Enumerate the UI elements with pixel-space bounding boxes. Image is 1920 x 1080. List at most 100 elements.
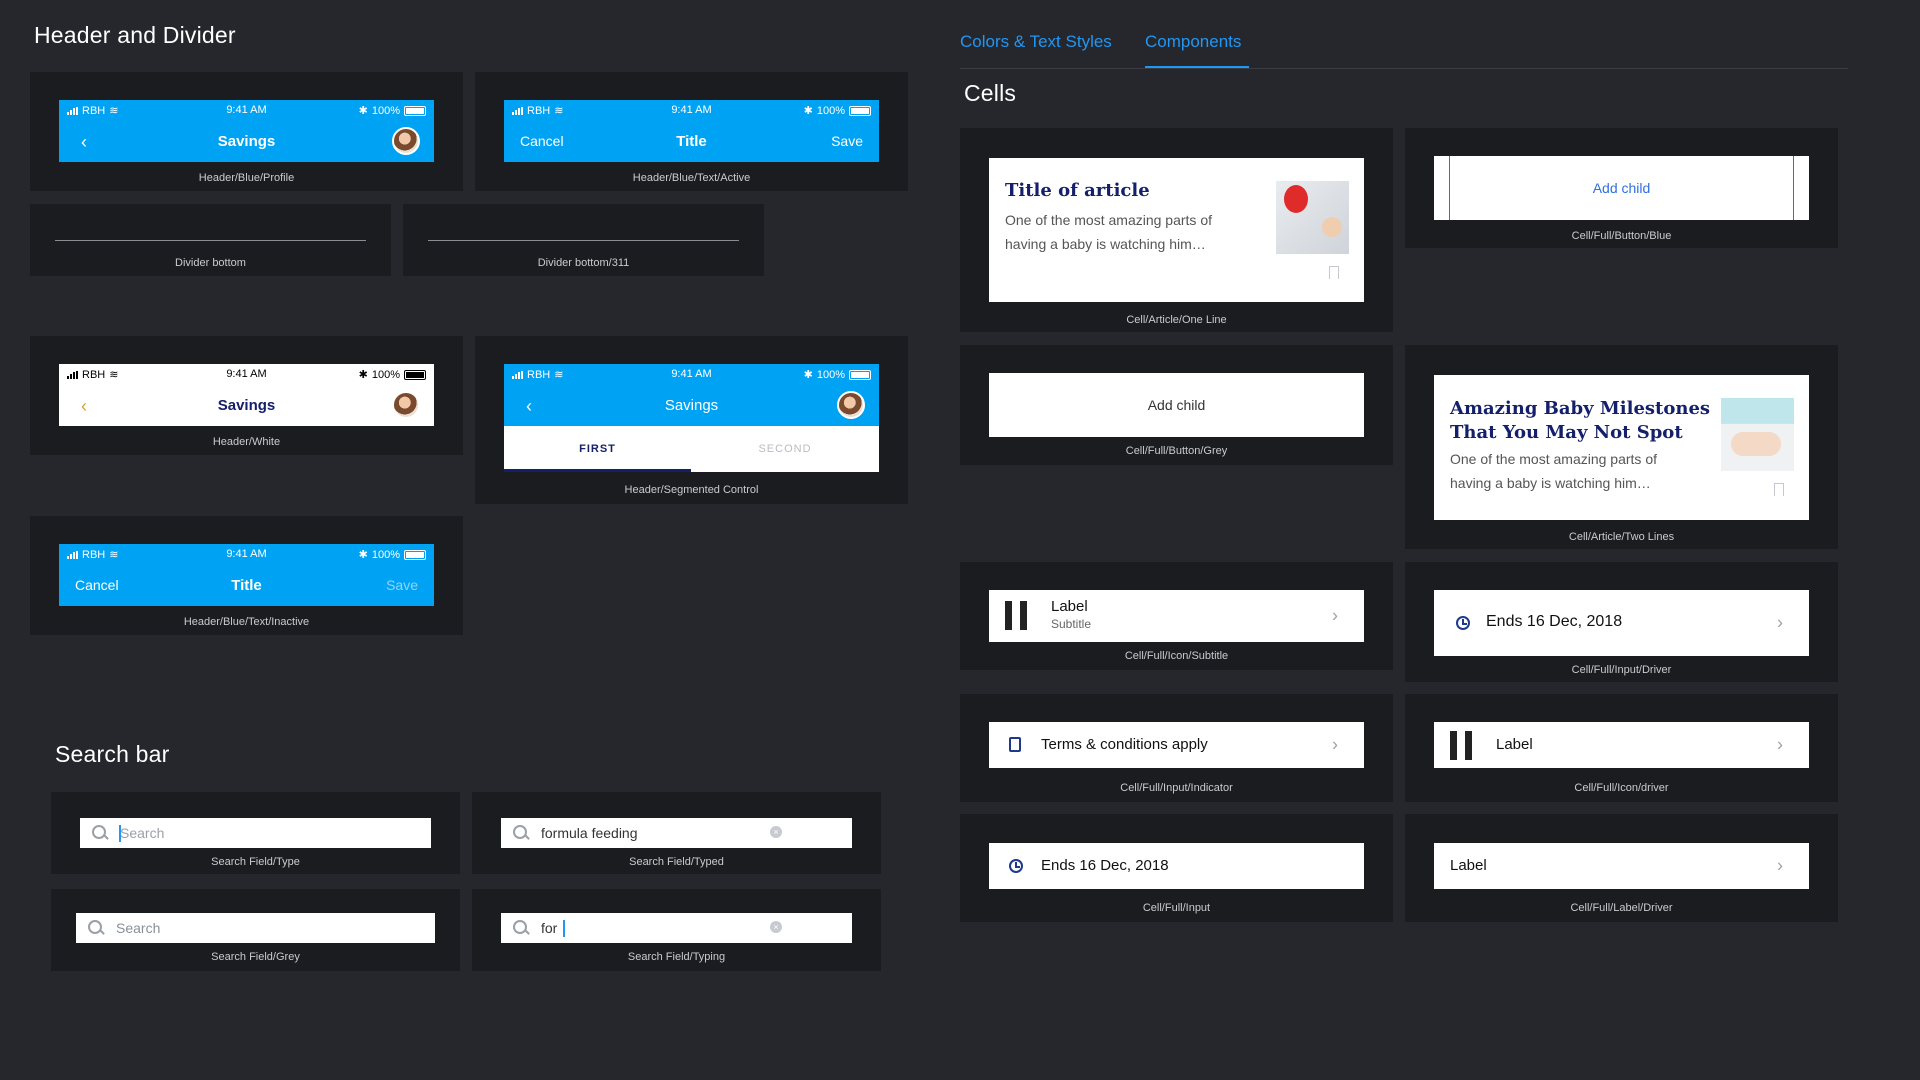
segment-first[interactable]: FIRST	[579, 443, 616, 455]
header-blue-text-inactive-card: RBH ≋ 9:41 AM ✱ 100% Cancel Title Save Hea…	[30, 516, 463, 635]
bookmark-icon[interactable]	[1774, 483, 1784, 496]
cell-label: Ends 16 Dec, 2018	[1486, 613, 1623, 630]
cancel-button[interactable]: Cancel	[520, 133, 564, 149]
header-white-card: RBH ≋ 9:41 AM ✱ 100% ‹ Savings Header/Whit…	[30, 336, 463, 455]
status-bar: RBH ≋ 9:41 AM ✱ 100%	[59, 100, 434, 120]
header-blue-profile: RBH ≋ 9:41 AM ✱ 100% ‹ Savings	[59, 100, 434, 162]
section-title-search-bar: Search bar	[55, 741, 170, 767]
search-value: formula feeding	[541, 825, 638, 841]
signal-icon	[67, 106, 78, 115]
segment-second[interactable]: SECOND	[758, 443, 812, 455]
component-caption: Divider bottom/311	[537, 257, 630, 269]
tab-components[interactable]: Components	[1145, 32, 1242, 51]
wifi-icon: ≋	[109, 105, 119, 117]
cell-label: Label	[1450, 857, 1487, 874]
cell-button-blue-card: Add child Cell/Full/Button/Blue	[1405, 128, 1838, 248]
component-caption: Header/Blue/Text/Inactive	[183, 616, 310, 628]
component-caption: Cell/Full/Icon/Subtitle	[1124, 650, 1229, 662]
search-input[interactable]: for ×	[501, 913, 852, 943]
article-cell[interactable]: Amazing Baby Milestones That You May Not…	[1434, 375, 1809, 520]
chevron-right-icon: ›	[1332, 605, 1338, 626]
chevron-right-icon: ›	[1777, 734, 1783, 755]
battery-icon	[849, 105, 871, 116]
back-chevron-icon[interactable]: ‹	[81, 396, 87, 416]
clear-icon[interactable]: ×	[770, 826, 782, 838]
status-bar: RBH ≋ 9:41 AM ✱ 100%	[59, 364, 434, 384]
button-border	[1449, 156, 1794, 220]
avatar[interactable]	[392, 127, 420, 155]
cancel-button[interactable]: Cancel	[75, 577, 119, 593]
baby-image	[1322, 217, 1342, 237]
add-child-button[interactable]: Add child	[1434, 156, 1809, 220]
chevron-right-icon: ›	[1777, 612, 1783, 633]
avatar[interactable]	[837, 391, 865, 419]
bluetooth-icon: ✱	[803, 105, 813, 117]
text-cursor	[563, 920, 565, 937]
icon-subtitle-cell[interactable]: Label Subtitle ›	[989, 590, 1364, 642]
article-cell[interactable]: Title of article One of the most amazing…	[989, 158, 1364, 302]
battery-label: 100%	[816, 104, 845, 117]
cell-label: Terms & conditions apply	[1041, 736, 1208, 753]
search-input[interactable]: Search	[76, 913, 435, 943]
placeholder-icon	[1005, 601, 1034, 630]
cell-label: Label	[1496, 736, 1533, 753]
header-blue-text-inactive: RBH ≋ 9:41 AM ✱ 100% Cancel Title Save	[59, 544, 434, 606]
add-child-button[interactable]: Add child	[989, 373, 1364, 437]
search-icon	[513, 825, 527, 839]
component-caption: Cell/Full/Button/Blue	[1571, 230, 1672, 242]
input-cell[interactable]: Ends 16 Dec, 2018	[989, 843, 1364, 889]
balloon-icon	[1284, 185, 1308, 213]
status-bar: RBH ≋ 9:41 AM ✱ 100%	[504, 364, 879, 384]
battery-icon	[404, 549, 426, 560]
component-caption: Header/Segmented Control	[624, 484, 759, 496]
component-caption: Divider bottom	[175, 257, 246, 269]
component-caption: Cell/Article/Two Lines	[1568, 531, 1675, 543]
clear-icon[interactable]: ×	[770, 921, 782, 933]
article-title: Title of article	[1005, 180, 1150, 201]
battery-label: 100%	[371, 368, 400, 381]
component-caption: Header/Blue/Profile	[198, 172, 295, 184]
section-title-header-divider: Header and Divider	[34, 22, 236, 48]
avatar[interactable]	[392, 391, 420, 419]
status-time: 9:41 AM	[226, 104, 267, 116]
article-thumbnail	[1721, 398, 1794, 471]
text-cursor	[119, 825, 121, 842]
component-caption: Cell/Full/Button/Grey	[1125, 445, 1228, 457]
bookmark-icon[interactable]	[1329, 266, 1339, 279]
header-segmented: RBH ≋ 9:41 AM ✱ 100% ‹ Savings	[504, 364, 879, 426]
cell-input-card: Ends 16 Dec, 2018 Cell/Full/Input	[960, 814, 1393, 922]
component-caption: Cell/Full/Label/Driver	[1570, 902, 1673, 914]
header-blue-profile-card: RBH ≋ 9:41 AM ✱ 100% ‹ Savings Header/Blue…	[30, 72, 463, 191]
save-button[interactable]: Save	[831, 133, 863, 149]
component-caption: Cell/Full/Input/Driver	[1571, 664, 1672, 676]
save-button-disabled[interactable]: Save	[386, 577, 418, 593]
status-bar: RBH ≋ 9:41 AM ✱ 100%	[504, 100, 879, 120]
status-time: 9:41 AM	[671, 368, 712, 380]
input-driver-cell[interactable]: Ends 16 Dec, 2018 ›	[1434, 590, 1809, 656]
component-caption: Cell/Article/One Line	[1126, 314, 1227, 326]
article-title: Amazing Baby Milestones That You May Not…	[1450, 398, 1711, 443]
header-title: Savings	[217, 133, 276, 150]
clock-icon	[1009, 859, 1023, 873]
component-caption: Cell/Full/Icon/driver	[1574, 782, 1669, 794]
back-chevron-icon[interactable]: ‹	[81, 132, 87, 152]
icon-driver-cell[interactable]: Label ›	[1434, 722, 1809, 768]
cell-button-grey-card: Add child Cell/Full/Button/Grey	[960, 345, 1393, 465]
article-thumbnail	[1276, 181, 1349, 254]
input-indicator-cell[interactable]: Terms & conditions apply ›	[989, 722, 1364, 768]
tab-colors-text-styles[interactable]: Colors & Text Styles	[960, 32, 1112, 51]
label-driver-cell[interactable]: Label ›	[1434, 843, 1809, 889]
back-chevron-icon[interactable]: ‹	[526, 396, 532, 416]
search-placeholder: Search	[120, 825, 165, 841]
clock-icon	[1456, 616, 1470, 630]
search-input[interactable]: formula feeding ×	[501, 818, 852, 848]
bluetooth-icon: ✱	[803, 369, 813, 381]
component-caption: Cell/Full/Input	[1142, 902, 1211, 914]
signal-icon	[512, 370, 523, 379]
article-body: One of the most amazing parts of having …	[1005, 212, 1212, 252]
cell-label: Label	[1051, 598, 1088, 615]
component-caption: Cell/Full/Input/Indicator	[1120, 782, 1233, 794]
cell-subtitle: Subtitle	[1051, 617, 1092, 631]
search-input[interactable]: Search	[80, 818, 431, 848]
battery-label: 100%	[816, 368, 845, 381]
